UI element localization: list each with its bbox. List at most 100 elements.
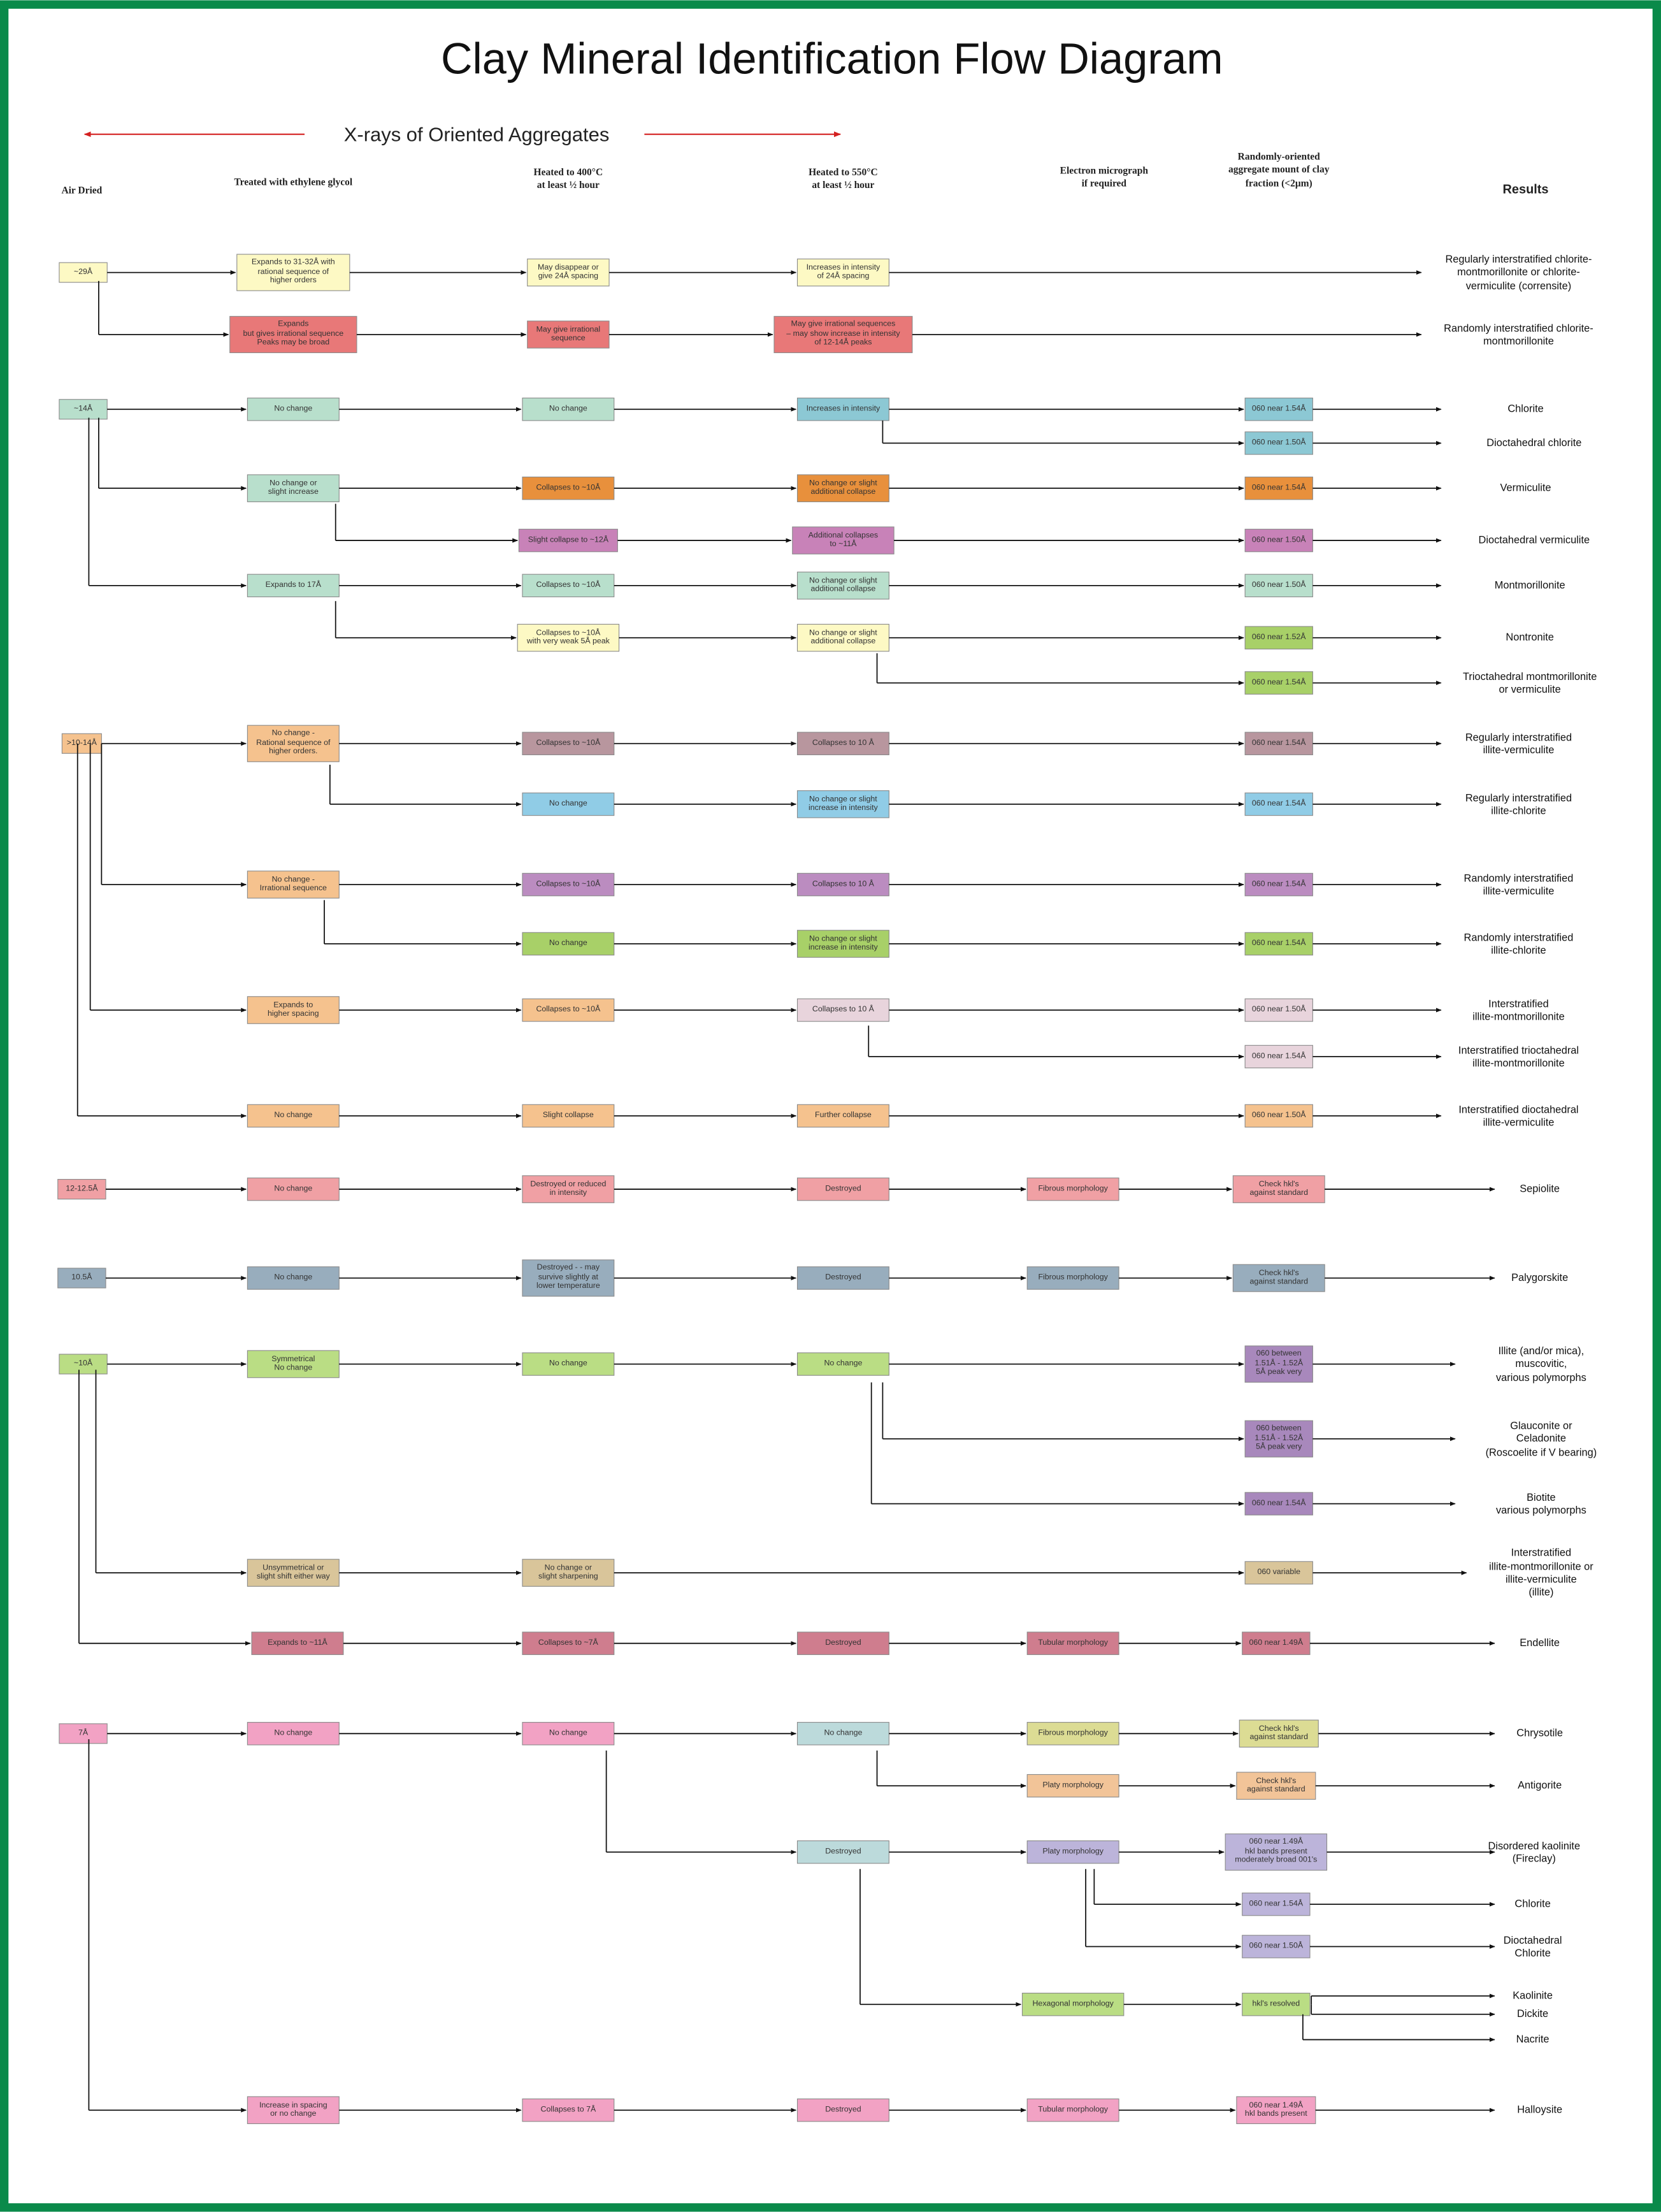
node-box (1244, 671, 1313, 695)
result-label: Montmorillonite (1495, 579, 1565, 591)
node-box (796, 1840, 889, 1864)
node-label: No change (824, 1729, 862, 1737)
node-label-text: Collapses to 10 Å (812, 1005, 874, 1015)
result-label: Randomly interstratified chlorite- montm… (1444, 321, 1593, 347)
node-box (522, 1104, 615, 1128)
node-label-text: No change or slight additional collapse (809, 628, 877, 647)
node-label: 060 near 1.49Å (1249, 1639, 1303, 1647)
node-box (796, 1177, 889, 1201)
node-label: No change (274, 1111, 312, 1120)
node-box (796, 474, 889, 502)
node-label: 060 variable (1258, 1568, 1300, 1577)
node-label: hkl's resolved (1253, 2000, 1300, 2008)
node-label: Collapses to ~10Å (536, 581, 601, 590)
node-label: Collapses to ~7Å (538, 1638, 598, 1647)
node-label-text: Increase in spacing or no change (259, 2100, 327, 2119)
node-label-text: Collapses to ~10Å (536, 739, 601, 748)
node-box (251, 1631, 344, 1655)
node-label: Additional collapses to ~11Å (809, 531, 878, 549)
node-label: No change (274, 405, 312, 413)
node-label-text: Check hkl's against standard (1247, 1776, 1305, 1795)
node-label-text: Destroyed (825, 2106, 861, 2114)
node-label-text: 10.5Å (71, 1273, 92, 1282)
node-label-text: 060 near 1.50Å (1251, 1005, 1306, 1015)
node-label-text: Check hkl's against standard (1249, 1269, 1309, 1287)
node-label: No change or slight increase in intensit… (809, 795, 878, 813)
node-box (1236, 1772, 1316, 1800)
node-label: 060 near 1.50Å (1252, 536, 1306, 544)
node-box (247, 1177, 340, 1201)
node-box (59, 1723, 108, 1744)
node-box (247, 996, 340, 1024)
node-label-text: Slight collapse to ~12Å (528, 535, 609, 545)
node-label: May give irrational sequence (536, 326, 600, 343)
node-label: Collapses to 10 Å (812, 880, 874, 888)
node-box (1026, 1840, 1119, 1864)
node-label: 060 near 1.50Å (1251, 1005, 1306, 1015)
node-box (59, 399, 108, 420)
node-label-text: Platy morphology (1042, 1847, 1104, 1856)
result-label: Dioctahedral chlorite (1486, 437, 1581, 449)
node-label-text: No change - Irrational sequence (259, 875, 327, 893)
result-label-text: Dioctahedral vermiculite (1478, 533, 1590, 547)
node-label: No change (549, 405, 587, 413)
node-box (1026, 1631, 1119, 1655)
node-label-text: 060 near 1.54Å (1251, 405, 1306, 414)
node-label: 060 near 1.54Å (1252, 1499, 1306, 1507)
node-label-text: Collapses to ~10Å with very weak 5Å peak (526, 628, 610, 647)
node-label-text: 060 near 1.54Å (1251, 1052, 1306, 1061)
node-label-text: No change (824, 1359, 863, 1368)
node-label-text: Expands to 17Å (265, 581, 322, 590)
node-label: No change (549, 800, 587, 808)
result-label: Disordered kaolinite (Fireclay) (1488, 1839, 1581, 1865)
node-box (522, 998, 615, 1022)
result-label-text: Dickite (1517, 2007, 1549, 2021)
node-box (796, 790, 889, 818)
node-label-text: May disappear or give 24Å spacing (538, 263, 599, 281)
node-label: ~10Å (74, 1359, 92, 1368)
node-label: No change (549, 939, 587, 948)
node-box (522, 732, 615, 755)
result-label-text: Palygorskite (1511, 1271, 1569, 1284)
node-label: Increases in intensity (807, 405, 881, 413)
node-label: No change or slight additional collapse (809, 577, 877, 594)
node-box (1244, 1492, 1313, 1515)
node-label-text: No change (274, 1184, 313, 1194)
node-box (1236, 2096, 1316, 2125)
node-label-text: Collapses to ~7Å (538, 1638, 598, 1647)
node-label: 060 near 1.52Å (1252, 633, 1306, 642)
column-header-text: Heated to 550°C at least ½ hour (809, 166, 878, 191)
node-label: 060 near 1.54Å (1251, 405, 1306, 414)
node-label-text: Expands to ~11Å (268, 1638, 327, 1647)
node-label-text: Slight collapse (542, 1111, 594, 1120)
result-label-text: Antigorite (1518, 1779, 1562, 1792)
node-label-text: 060 near 1.50Å (1251, 1111, 1306, 1120)
node-label: 060 near 1.50Å (1252, 438, 1306, 447)
result-label: Interstratified illite-montmorillonite (1472, 997, 1565, 1023)
result-label: Regularly interstratified chlorite- mont… (1445, 252, 1592, 292)
node-label: Platy morphology (1042, 1847, 1104, 1856)
node-label-text: >10-14Å (66, 739, 97, 748)
node-box (57, 1268, 106, 1289)
node-box (1242, 1892, 1311, 1916)
node-label-text: Collapses to ~10Å (536, 581, 601, 590)
column-header-text: Electron micrograph if required (1060, 164, 1149, 190)
node-label-text: Check hkl's against standard (1249, 1180, 1309, 1198)
node-label: Destroyed (825, 1639, 861, 1647)
node-label-text: 060 near 1.54Å (1249, 1900, 1304, 1909)
xray-label: X-rays of Oriented Aggregates (344, 124, 610, 146)
node-box (1026, 1266, 1119, 1290)
column-header: Treated with ethylene glycol (234, 177, 352, 189)
node-box (59, 1354, 108, 1375)
result-label: Nacrite (1516, 2033, 1550, 2046)
node-box (522, 1175, 615, 1203)
node-box (1026, 1722, 1119, 1746)
node-label: Tubular morphology (1038, 1639, 1108, 1647)
result-label-text: Sepiolite (1520, 1182, 1560, 1196)
node-box (1244, 431, 1313, 455)
node-box (247, 1104, 340, 1128)
node-label-text: Unsymmetrical or slight shift either way (256, 1563, 330, 1582)
result-label-text: Dioctahedral Chlorite (1503, 1933, 1562, 1960)
node-label: ~14Å (74, 405, 92, 413)
